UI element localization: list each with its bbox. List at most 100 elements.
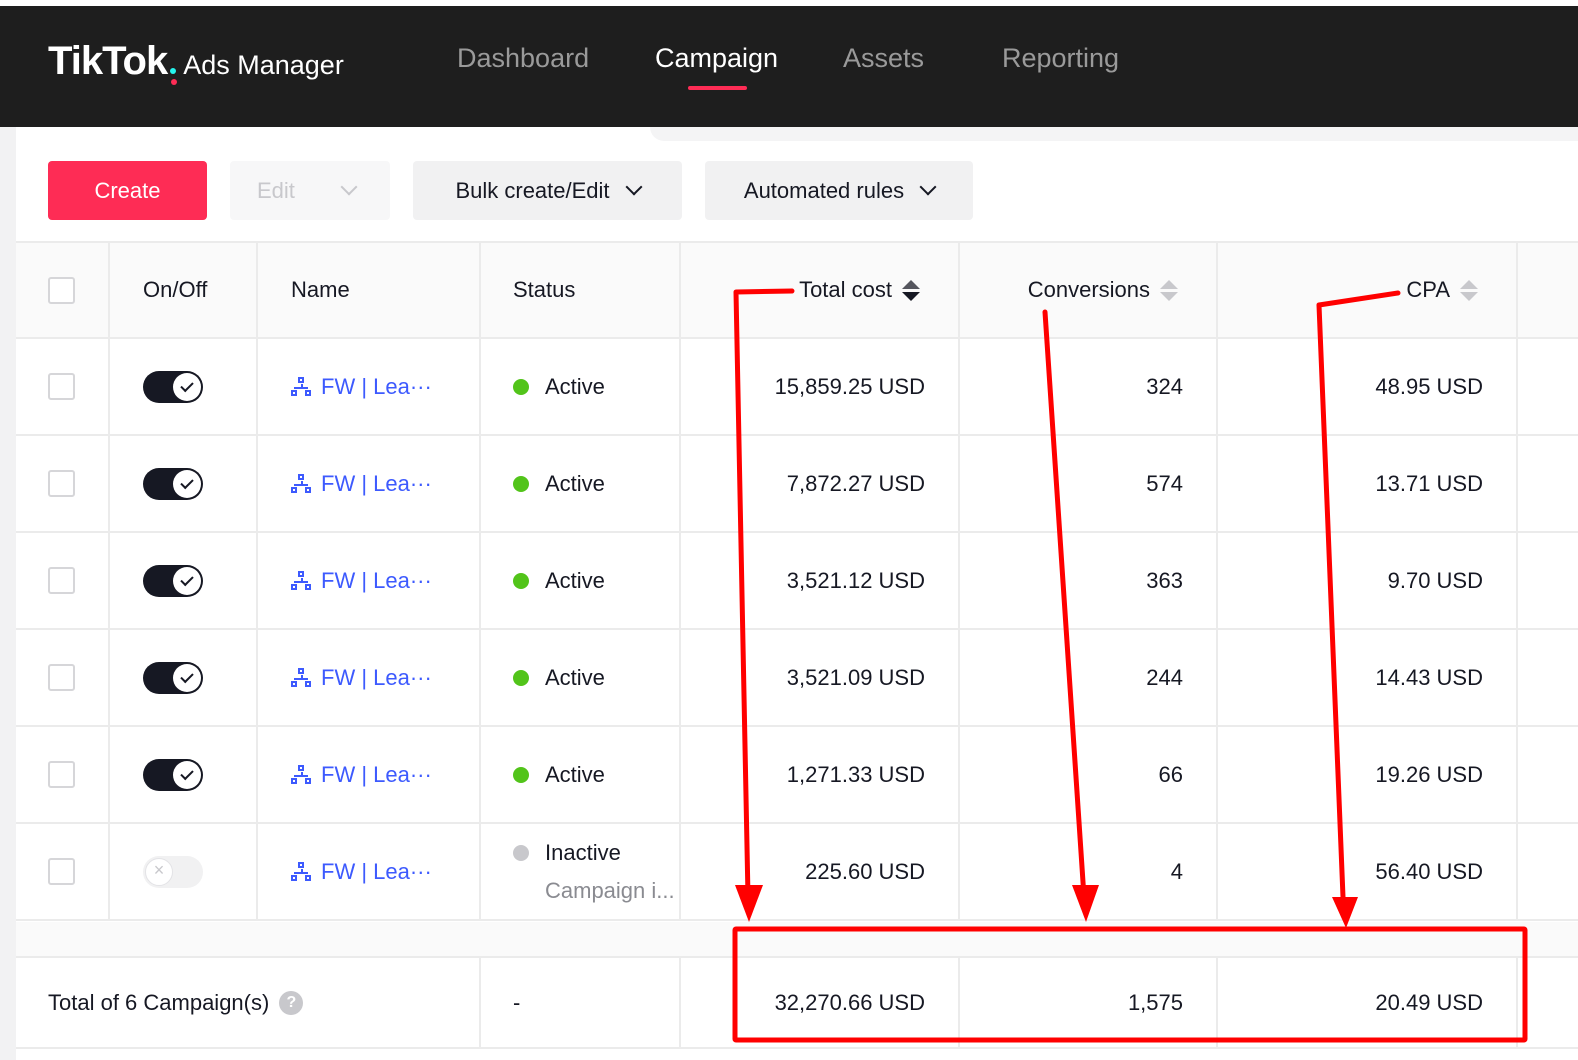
campaign-name-link[interactable]: FW | Lea··· xyxy=(291,859,432,885)
extra-column-cell xyxy=(1518,630,1578,725)
nav-reporting[interactable]: Reporting xyxy=(1002,43,1120,73)
header-total-cost[interactable]: Total cost xyxy=(681,243,960,337)
bulk-create-edit-button[interactable]: Bulk create/Edit xyxy=(413,161,682,220)
logo-brand-name: TikTok xyxy=(48,39,168,83)
name-cell: FW | Lea··· xyxy=(258,533,481,628)
chevron-down-icon xyxy=(919,178,937,195)
row-checkbox[interactable] xyxy=(47,373,75,400)
name-cell: FW | Lea··· xyxy=(258,727,481,822)
conversions-cell: 574 xyxy=(960,436,1218,531)
row-checkbox[interactable] xyxy=(47,761,75,788)
conversions-cell: 66 xyxy=(960,727,1218,822)
header-conversions-label: Conversions xyxy=(1027,277,1150,302)
tiktok-ads-manager-logo[interactable]: TikTok Ads Manager xyxy=(48,39,344,85)
total-cost-cell: 225.60 USD xyxy=(681,824,960,919)
left-gutter xyxy=(0,127,16,1060)
name-cell: FW | Lea··· xyxy=(258,824,481,919)
campaign-name: FW | Lea··· xyxy=(321,373,432,399)
table-row[interactable]: FW | Lea··· Active 3,521.12 USD 363 9.70 USD xyxy=(16,533,1578,630)
status-cell: Active xyxy=(481,533,681,628)
extra-column-cell xyxy=(1518,533,1578,628)
total-row-spacer xyxy=(16,922,1578,956)
campaign-toggle[interactable] xyxy=(143,467,203,500)
campaign-name-link[interactable]: FW | Lea··· xyxy=(291,762,432,788)
tree-icon xyxy=(291,861,311,882)
campaign-name: FW | Lea··· xyxy=(321,858,432,884)
status-cell: Active xyxy=(481,630,681,725)
cpa-cell: 48.95 USD xyxy=(1218,339,1518,434)
create-button-label: Create xyxy=(94,177,161,203)
total-status: - xyxy=(481,958,681,1047)
row-checkbox[interactable] xyxy=(47,858,75,885)
campaign-toggle[interactable] xyxy=(143,855,203,888)
row-checkbox[interactable] xyxy=(47,567,75,594)
campaign-toggle[interactable] xyxy=(143,370,203,403)
onoff-cell xyxy=(110,436,258,531)
total-cpa-value: 20.49 USD xyxy=(1218,958,1518,1047)
campaign-name-link[interactable]: FW | Lea··· xyxy=(291,665,432,691)
nav-dashboard[interactable]: Dashboard xyxy=(457,43,590,73)
total-cost-cell: 3,521.12 USD xyxy=(681,533,960,628)
conversions-cell: 324 xyxy=(960,339,1218,434)
table-row[interactable]: FW | Lea··· Active 7,872.27 USD 574 13.71 US… xyxy=(16,436,1578,533)
cpa-cell: 9.70 USD xyxy=(1218,533,1518,628)
sort-icon[interactable] xyxy=(1160,279,1178,301)
sort-icon[interactable] xyxy=(1460,279,1478,301)
status-text: Active xyxy=(545,664,605,690)
conversions-cell: 244 xyxy=(960,630,1218,725)
onoff-cell xyxy=(110,630,258,725)
top-navigation-bar: TikTok Ads Manager Dashboard Campaign As… xyxy=(0,0,1578,127)
tree-icon xyxy=(291,473,311,494)
total-cost-cell: 3,521.09 USD xyxy=(681,630,960,725)
total-cost-cell: 7,872.27 USD xyxy=(681,436,960,531)
table-row[interactable]: FW | Lea··· Active 1,271.33 USD 66 19.26 USD xyxy=(16,727,1578,824)
campaign-name-link[interactable]: FW | Lea··· xyxy=(291,471,432,497)
status-cell: Active xyxy=(481,339,681,434)
edit-dropdown-button: Edit xyxy=(230,161,390,220)
status-cell: Inactive Campaign i... xyxy=(481,824,681,919)
tree-icon xyxy=(291,376,311,397)
sort-icon[interactable] xyxy=(902,279,920,301)
nav-active-indicator xyxy=(688,86,747,90)
campaign-name-link[interactable]: FW | Lea··· xyxy=(291,568,432,594)
header-checkbox-cell xyxy=(16,243,110,337)
table-row[interactable]: FW | Lea··· Active 3,521.09 USD 244 14.43 US… xyxy=(16,630,1578,727)
campaign-toggle[interactable] xyxy=(143,564,203,597)
help-icon[interactable]: ? xyxy=(279,990,304,1015)
table-row[interactable]: FW | Lea··· Active 15,859.25 USD 324 48.95 U… xyxy=(16,339,1578,436)
total-conversions-value: 1,575 xyxy=(960,958,1218,1047)
campaign-name: FW | Lea··· xyxy=(321,567,432,593)
check-icon xyxy=(173,469,201,498)
status-active-dot xyxy=(513,572,529,589)
status-active-dot xyxy=(513,669,529,686)
campaign-name: FW | Lea··· xyxy=(321,664,432,690)
create-button[interactable]: Create xyxy=(48,161,207,220)
check-icon xyxy=(173,372,201,401)
chevron-down-icon xyxy=(340,178,358,195)
total-label-cell: Total of 6 Campaign(s) ? xyxy=(16,958,481,1047)
campaign-toggle[interactable] xyxy=(143,758,203,791)
onoff-cell xyxy=(110,824,258,919)
header-conversions[interactable]: Conversions xyxy=(960,243,1218,337)
select-all-checkbox[interactable] xyxy=(47,276,75,304)
campaign-toggle[interactable] xyxy=(143,661,203,694)
automated-rules-button[interactable]: Automated rules xyxy=(705,161,973,220)
status-inactive-dot xyxy=(513,844,529,861)
row-checkbox[interactable] xyxy=(47,470,75,497)
row-checkbox-cell xyxy=(16,436,110,531)
row-checkbox[interactable] xyxy=(47,664,75,691)
campaign-name-link[interactable]: FW | Lea··· xyxy=(291,374,432,400)
status-text: Active xyxy=(545,567,605,593)
table-row[interactable]: FW | Lea··· Inactive Campaign i...225.60 U… xyxy=(16,824,1578,921)
cpa-cell: 19.26 USD xyxy=(1218,727,1518,822)
header-onoff: On/Off xyxy=(110,243,258,337)
nav-campaign[interactable]: Campaign xyxy=(655,43,779,73)
onoff-cell xyxy=(110,727,258,822)
check-icon xyxy=(173,663,201,692)
header-status: Status xyxy=(481,243,681,337)
nav-assets[interactable]: Assets xyxy=(843,43,925,73)
status-subtext: Campaign i... xyxy=(545,877,675,903)
header-cpa[interactable]: CPA xyxy=(1218,243,1518,337)
header-extra-column xyxy=(1518,243,1578,337)
extra-column-cell xyxy=(1518,436,1578,531)
